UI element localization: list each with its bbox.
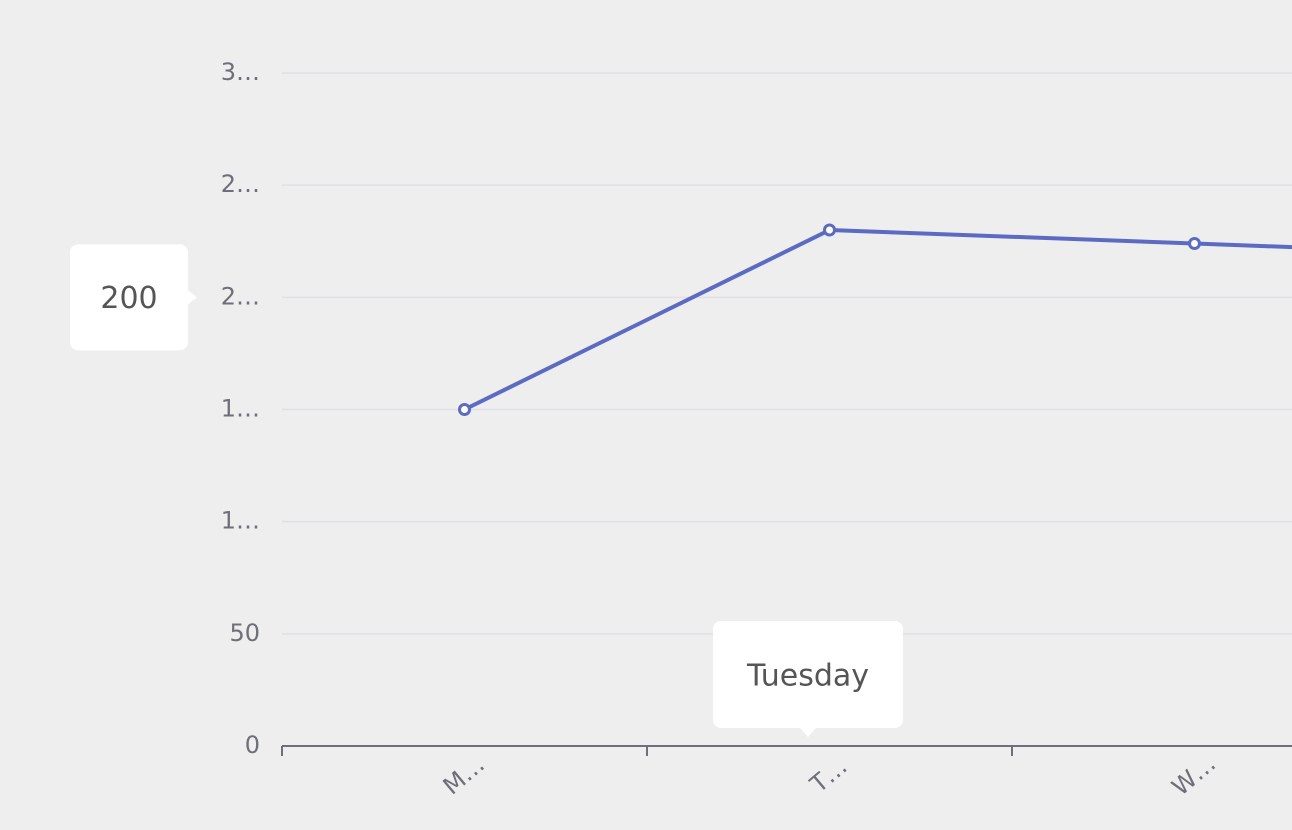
- x-pointer-label: Tuesday: [746, 659, 869, 694]
- x-pointer-box: [713, 621, 903, 737]
- y-tick-label: 2…: [221, 170, 260, 198]
- line: [463, 228, 1292, 412]
- x-tick-label: T…: [804, 752, 852, 799]
- y-tick-label: 2…: [221, 282, 260, 310]
- point: [823, 223, 836, 237]
- x-tick-label: W…: [1167, 749, 1222, 801]
- y-tick-label: 3…: [221, 58, 260, 86]
- y-tick-label: 50: [229, 619, 260, 647]
- x-tick-label: M…: [438, 750, 490, 800]
- y-tick-label: 1…: [221, 395, 260, 423]
- point: [458, 403, 471, 416]
- y-pointer-label: 200: [100, 281, 157, 316]
- point: [1188, 236, 1201, 250]
- y-tick-label: 1…: [221, 507, 260, 535]
- y-tick-label: 0: [245, 731, 260, 759]
- y-pointer-box: [70, 244, 197, 351]
